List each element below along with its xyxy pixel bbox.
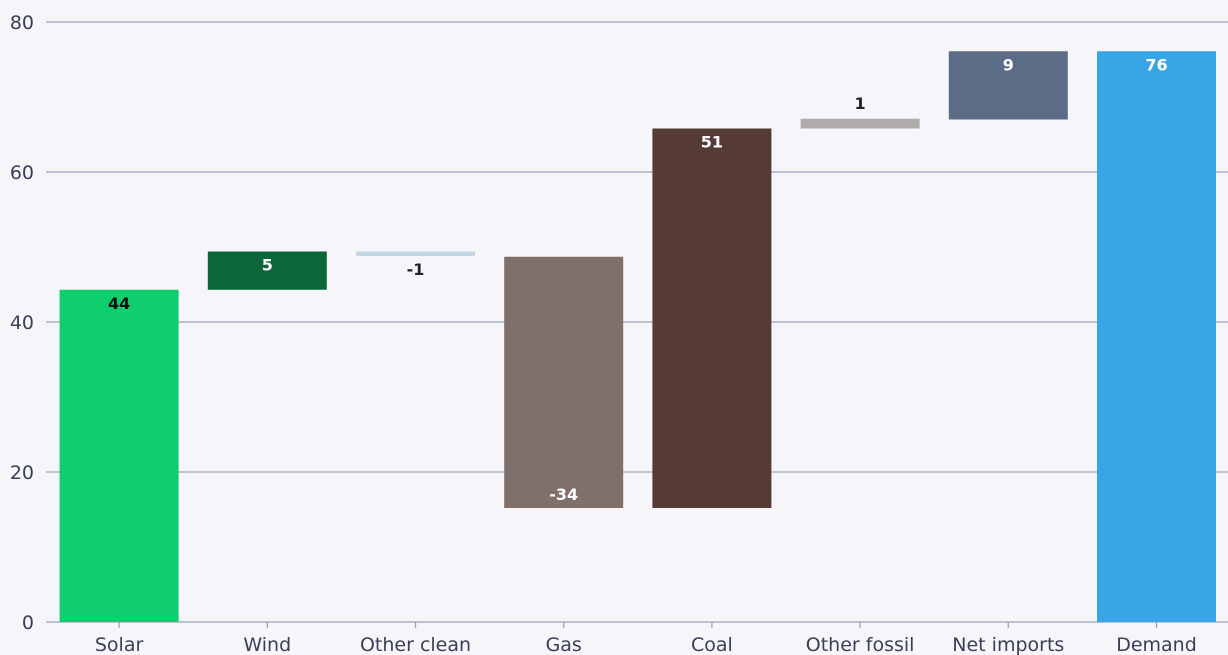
data-label-wind: 5 [262,256,273,275]
x-tick-label-net-imports: Net imports [952,634,1064,655]
bar-other-fossil [800,118,920,129]
data-label-solar: 44 [108,294,130,313]
bar-net-imports [948,51,1068,120]
bar-demand [1097,51,1216,622]
bar-other-clean [356,251,475,256]
data-label-net-imports: 9 [1003,55,1014,74]
data-label-demand: 76 [1145,55,1167,74]
x-tick-label-solar: Solar [95,634,144,655]
x-tick-label-wind: Wind [243,634,291,655]
y-tick-label: 20 [10,462,34,484]
x-tick-label-coal: Coal [691,634,733,655]
data-labels: 44 5 -1 -34 51 1 9 76 [108,55,1168,504]
x-tick-label-other-fossil: Other fossil [806,634,915,655]
bar-coal [652,128,772,508]
x-tick-label-other-clean: Other clean [360,634,471,655]
y-tick-label: 80 [10,12,34,34]
bars [59,51,1216,622]
data-label-coal: 51 [701,133,723,152]
axis-labels: 0 20 40 60 80 Solar Wind Other clean Gas Coal Othe… [10,12,1197,655]
data-label-other-clean: -1 [407,260,425,279]
data-label-other-fossil: 1 [855,94,866,113]
y-tick-label: 0 [22,612,34,634]
gridlines [46,21,1228,623]
y-tick-label: 60 [10,162,34,184]
x-tick-label-gas: Gas [546,634,582,655]
bar-wind [207,251,327,290]
data-label-gas: -34 [549,485,578,504]
y-tick-label: 40 [10,312,34,334]
x-tick-label-demand: Demand [1116,634,1197,655]
bar-solar [59,289,179,622]
bar-gas [504,256,624,508]
